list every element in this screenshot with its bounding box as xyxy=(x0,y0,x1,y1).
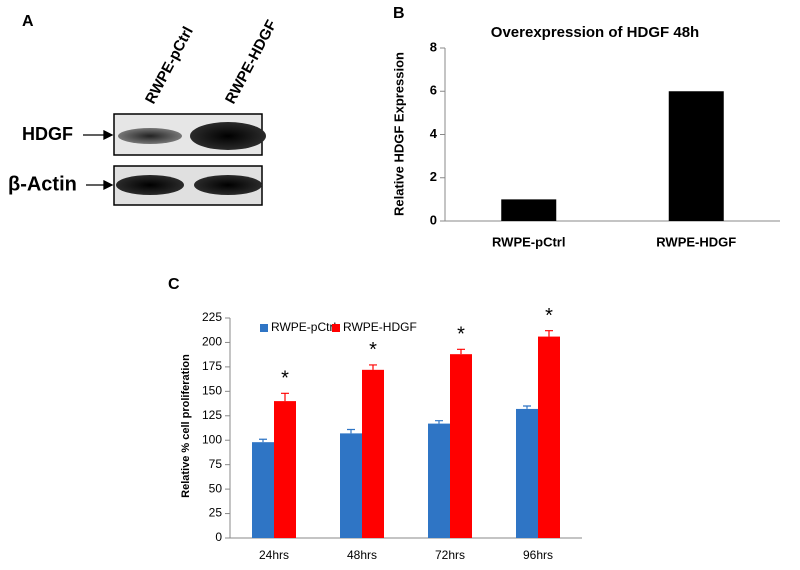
error-bar xyxy=(259,438,267,443)
error-bar xyxy=(457,348,465,355)
bar xyxy=(252,442,274,538)
error-bar xyxy=(281,392,289,402)
x-tick-label: RWPE-HDGF xyxy=(656,234,736,249)
blot xyxy=(113,113,266,206)
y-tick-label: 0 xyxy=(215,530,222,544)
y-axis-label: Relative HDGF Expression xyxy=(391,52,406,216)
bar xyxy=(501,199,557,221)
y-tick-label: 6 xyxy=(430,83,437,98)
x-tick-label: 24hrs xyxy=(259,548,289,562)
y-tick-label: 75 xyxy=(209,457,223,471)
significance-mark: * xyxy=(369,339,377,361)
x-tick-label: 96hrs xyxy=(523,548,553,562)
arrows xyxy=(83,129,114,191)
chart-title: Overexpression of HDGF 48h xyxy=(491,24,699,41)
bar xyxy=(428,423,450,538)
row-label: HDGF xyxy=(22,124,73,144)
error-bar xyxy=(347,428,355,434)
error-bar xyxy=(523,405,531,409)
lane-label: RWPE-pCtrl xyxy=(142,24,197,107)
bar xyxy=(362,369,384,538)
y-tick-label: 225 xyxy=(202,310,222,324)
y-tick-label: 25 xyxy=(209,506,223,520)
significance-mark: * xyxy=(281,368,289,390)
panel-label: B xyxy=(393,5,405,22)
y-tick-label: 8 xyxy=(430,39,437,54)
y-axis-label: Relative % cell proliferation xyxy=(180,354,192,498)
bar xyxy=(538,336,560,538)
y-tick-label: 125 xyxy=(202,408,222,422)
row-label: β-Actin xyxy=(8,173,77,195)
legend-swatch xyxy=(332,324,340,332)
y-tick-label: 175 xyxy=(202,359,222,373)
error-bar xyxy=(369,364,377,370)
legend-label: RWPE-HDGF xyxy=(343,320,417,334)
error-bar xyxy=(435,420,443,424)
significance-mark: * xyxy=(457,324,465,346)
error-bar xyxy=(545,330,553,337)
y-tick-label: 2 xyxy=(430,169,437,184)
y-tick-label: 100 xyxy=(202,432,222,446)
legend-swatch xyxy=(260,324,268,332)
y-tick-label: 200 xyxy=(202,335,222,349)
significance-mark: * xyxy=(545,305,553,327)
y-tick-label: 150 xyxy=(202,384,222,398)
bar xyxy=(668,91,724,221)
panel-label: C xyxy=(168,276,180,293)
y-tick-label: 4 xyxy=(430,126,438,141)
bar xyxy=(516,408,538,538)
x-tick-label: 72hrs xyxy=(435,548,465,562)
bar xyxy=(450,354,472,538)
y-tick-label: 0 xyxy=(430,212,437,227)
bar xyxy=(274,401,296,538)
panel-label: A xyxy=(22,13,34,30)
bar xyxy=(340,433,362,538)
legend-label: RWPE-pCtrl xyxy=(271,320,336,334)
x-tick-label: 48hrs xyxy=(347,548,377,562)
lane-label: RWPE-HDGF xyxy=(222,17,280,106)
y-tick-label: 50 xyxy=(209,481,223,495)
x-tick-label: RWPE-pCtrl xyxy=(492,234,565,249)
